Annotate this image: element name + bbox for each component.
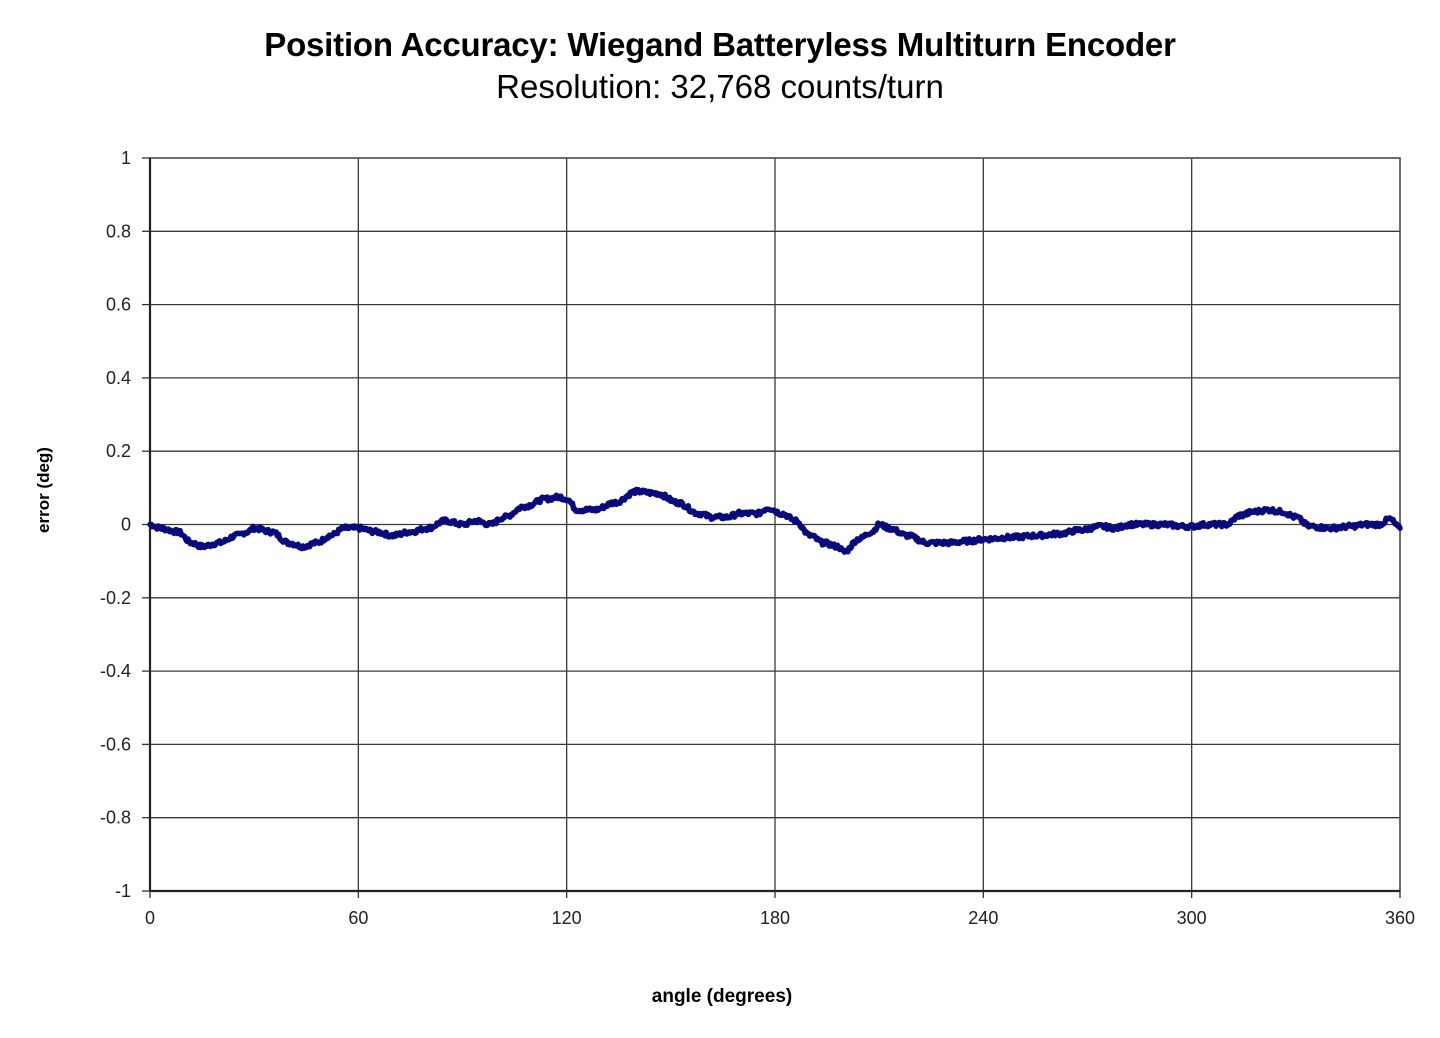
data-series	[147, 486, 1403, 555]
y-tick-label: 0.4	[106, 368, 131, 388]
y-axis-ticks: 1 0.8 0.6 0.4 0.2 0 -0.2 -0.4 -0.6 -0.8 -1	[100, 148, 150, 901]
y-tick-label: 0.2	[106, 441, 131, 461]
x-axis-label: angle (degrees)	[651, 986, 793, 1007]
x-tick-label: 240	[968, 908, 998, 928]
y-tick-label: 0.6	[106, 295, 131, 315]
y-tick-label: -0.4	[100, 661, 131, 681]
y-tick-label: -0.2	[100, 588, 131, 608]
x-axis-ticks: 0 60 120 180 240 300 360	[145, 891, 1415, 928]
chart-subtitle: Resolution: 32,768 counts/turn	[496, 68, 944, 105]
x-tick-label: 0	[145, 908, 155, 928]
x-tick-label: 60	[348, 908, 368, 928]
x-tick-label: 120	[552, 908, 582, 928]
y-tick-label: 0.8	[106, 221, 131, 241]
x-axis-label-container: angle (degrees)	[0, 986, 1440, 1008]
x-tick-label: 300	[1177, 908, 1207, 928]
y-tick-label: 0	[121, 515, 131, 535]
chart-title: Position Accuracy: Wiegand Batteryless M…	[264, 26, 1176, 63]
y-axis-label: error (deg)	[34, 447, 53, 533]
error-series-line	[147, 486, 1403, 555]
y-tick-label: -0.6	[100, 734, 131, 754]
y-tick-label: -0.8	[100, 808, 131, 828]
y-tick-label: -1	[115, 881, 131, 901]
y-tick-label: 1	[121, 148, 131, 168]
x-tick-label: 360	[1385, 908, 1415, 928]
x-tick-label: 180	[760, 908, 790, 928]
